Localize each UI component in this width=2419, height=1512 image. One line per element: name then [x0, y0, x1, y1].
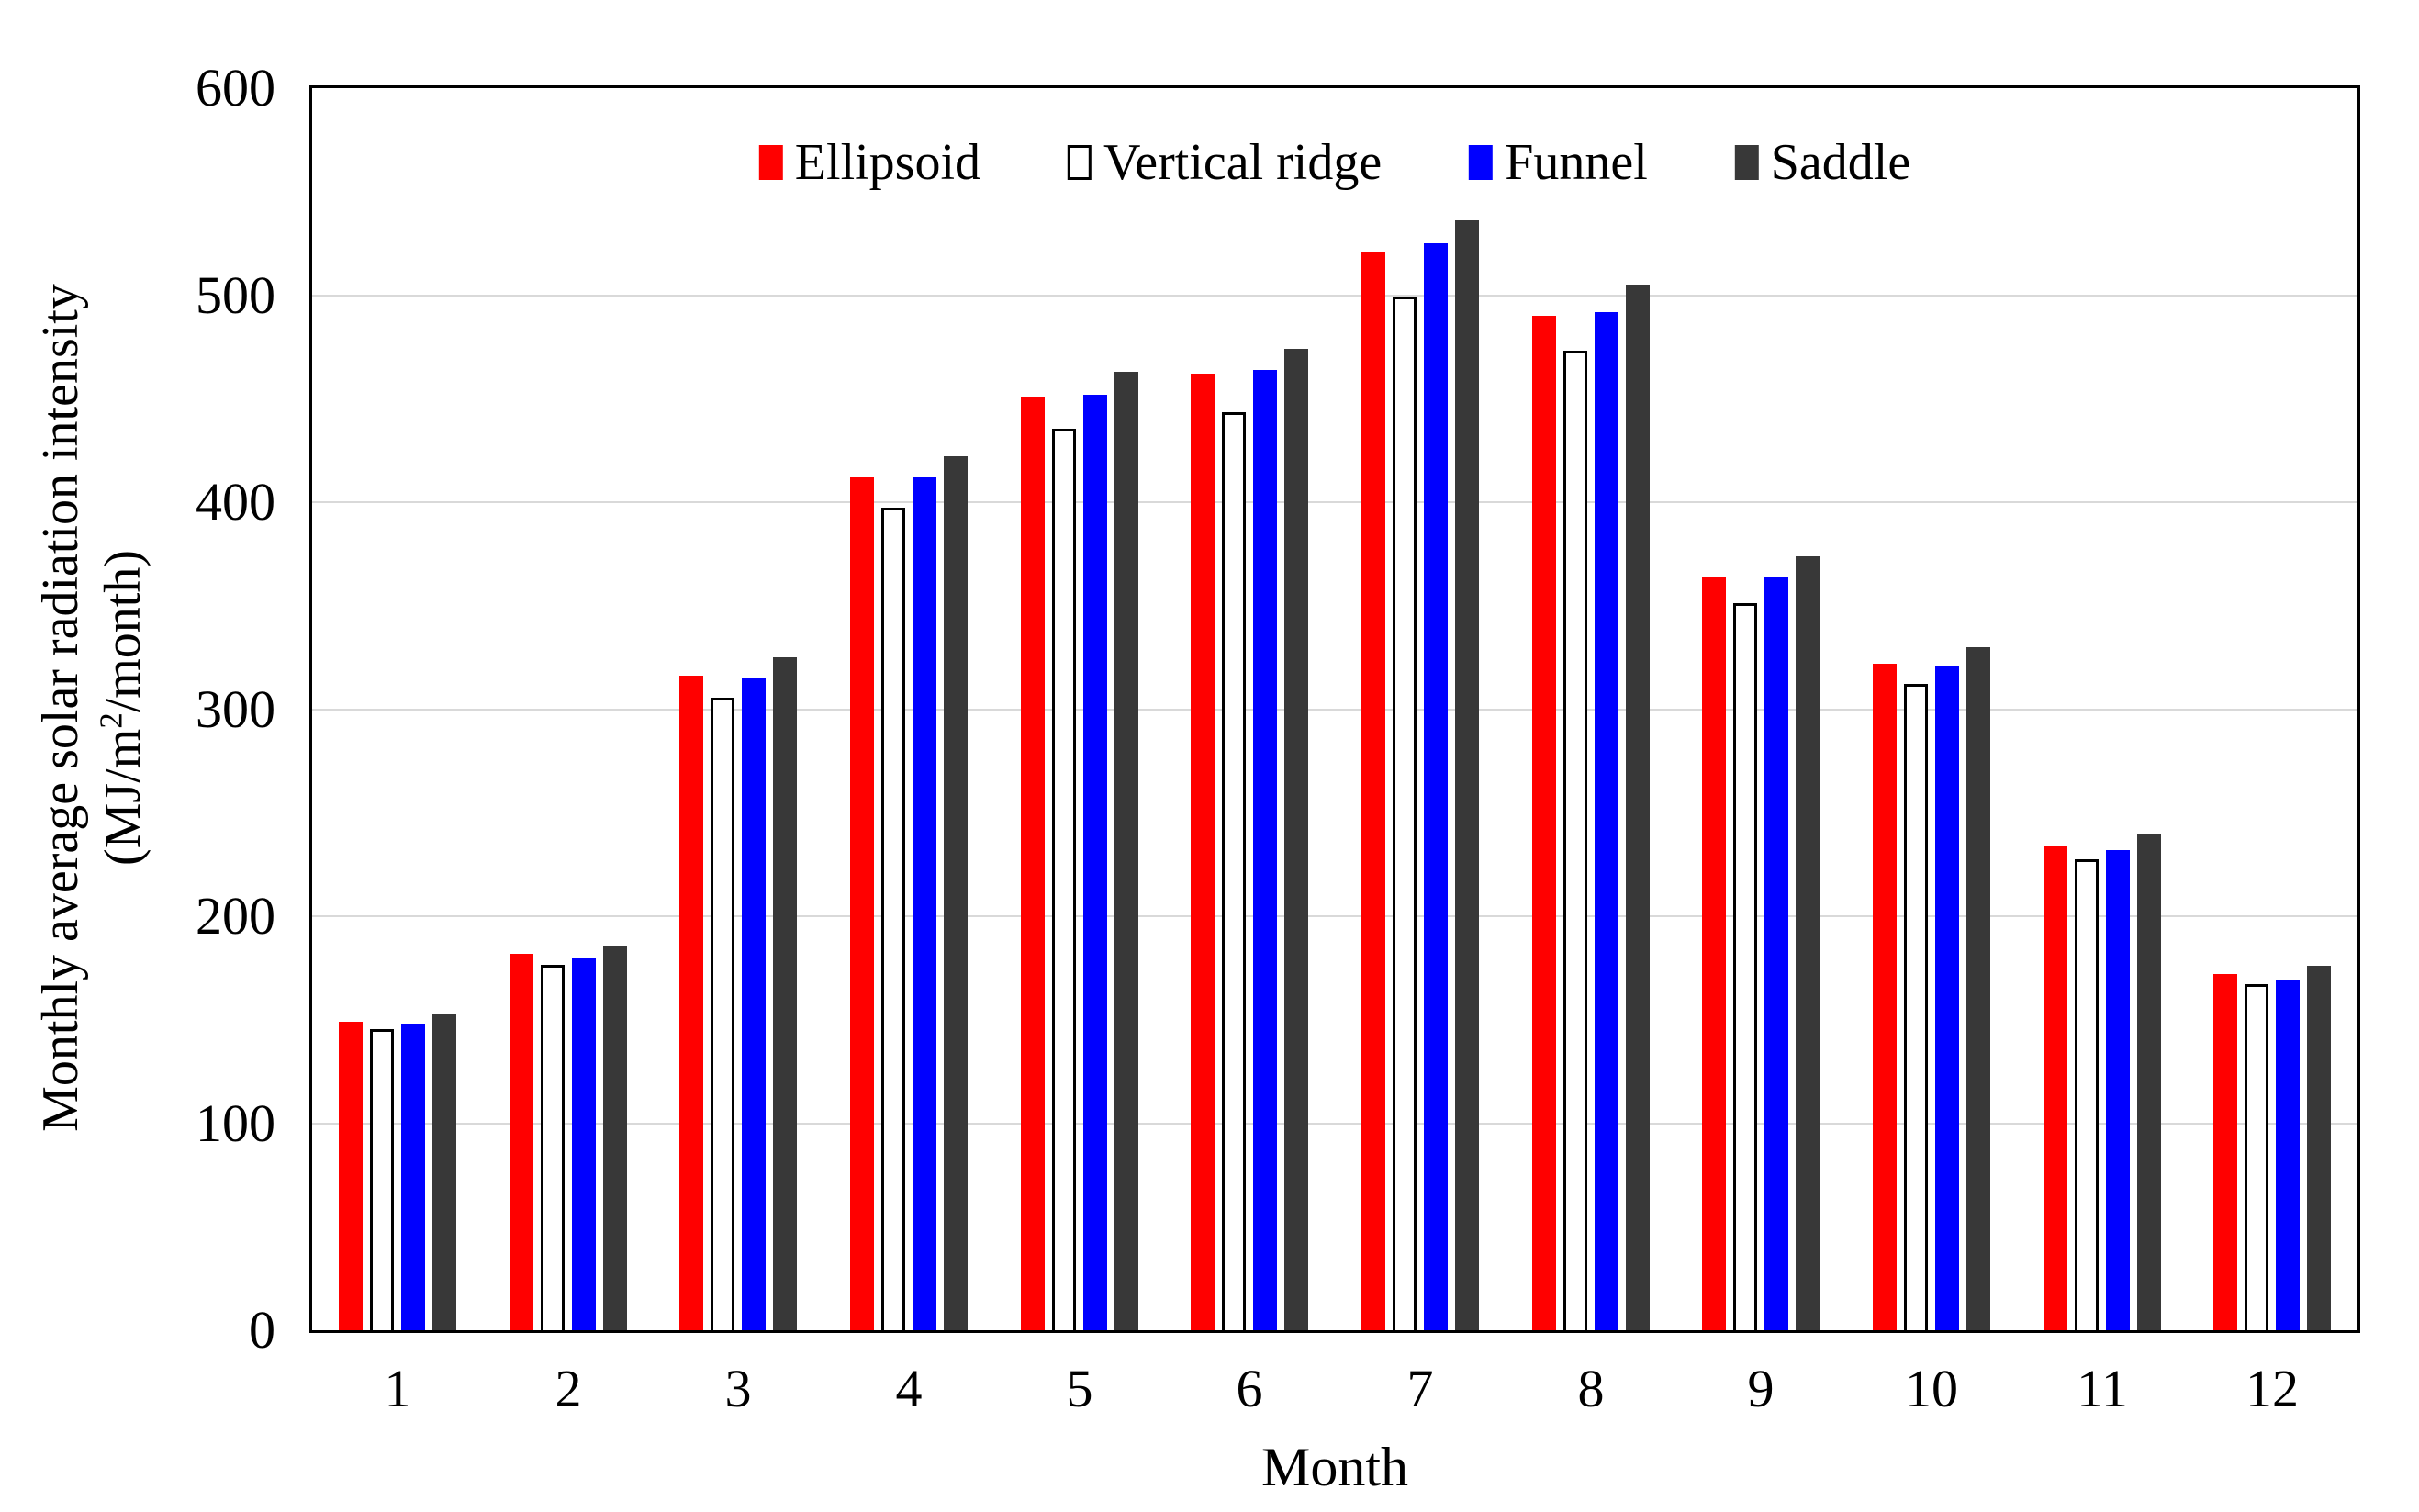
y-tick-label-100: 100 — [196, 1093, 275, 1153]
bar-saddle-month-10 — [1965, 647, 1990, 1330]
bar-saddle-month-8 — [1625, 285, 1650, 1330]
x-tick-label-5: 5 — [1066, 1359, 1093, 1418]
bar-funnel-month-12 — [2276, 980, 2301, 1330]
x-tick-label-1: 1 — [384, 1359, 411, 1418]
bar-saddle-month-11 — [2136, 834, 2161, 1330]
x-tick-label-12: 12 — [2245, 1359, 2299, 1418]
legend: Ellipsoid Vertical ridge Funnel Saddle — [758, 134, 1911, 191]
legend-label-vertical-ridge: Vertical ridge — [1103, 134, 1383, 191]
y-axis-units-prefix: (MJ/m — [95, 728, 151, 867]
bar-saddle-month-3 — [773, 657, 798, 1330]
x-tick-label-7: 7 — [1406, 1359, 1434, 1418]
x-tick-label-2: 2 — [554, 1359, 582, 1418]
legend-label-funnel: Funnel — [1505, 134, 1648, 191]
bar-ellipsoid-month-6 — [1191, 374, 1215, 1330]
bar-ellipsoid-month-12 — [2213, 974, 2238, 1330]
plot-area: Ellipsoid Vertical ridge Funnel Saddle — [309, 85, 2360, 1333]
bar-ellipsoid-month-2 — [509, 954, 533, 1330]
bar-vertical-ridge-month-4 — [880, 508, 905, 1330]
x-tick-label-9: 9 — [1747, 1359, 1775, 1418]
bar-ellipsoid-month-9 — [1702, 577, 1727, 1330]
bar-ellipsoid-month-5 — [1020, 397, 1045, 1330]
y-axis-title: Monthly average solar radiation intensit… — [32, 284, 89, 1132]
bar-funnel-month-10 — [1934, 666, 1959, 1330]
y-tick-label-500: 500 — [196, 265, 275, 325]
bar-vertical-ridge-month-5 — [1051, 429, 1076, 1330]
bar-ellipsoid-month-1 — [338, 1022, 363, 1330]
bar-funnel-month-9 — [1764, 577, 1789, 1330]
bar-vertical-ridge-month-2 — [540, 965, 565, 1330]
legend-swatch-ellipsoid — [758, 145, 783, 180]
bar-ellipsoid-month-7 — [1361, 252, 1385, 1330]
y-tick-label-600: 600 — [196, 58, 275, 118]
x-tick-label-4: 4 — [895, 1359, 923, 1418]
legend-label-saddle: Saddle — [1770, 134, 1911, 191]
bar-vertical-ridge-month-9 — [1733, 603, 1758, 1330]
x-axis-title: Month — [1260, 1437, 1409, 1497]
bar-ellipsoid-month-8 — [1531, 316, 1556, 1330]
bar-ellipsoid-month-4 — [849, 477, 874, 1330]
x-tick-label-3: 3 — [724, 1359, 752, 1418]
bar-ellipsoid-month-3 — [679, 676, 704, 1330]
bar-funnel-month-7 — [1423, 243, 1448, 1330]
bar-saddle-month-4 — [943, 456, 968, 1330]
y-tick-label-0: 0 — [249, 1300, 275, 1360]
bar-funnel-month-4 — [912, 477, 936, 1330]
bar-funnel-month-1 — [400, 1024, 425, 1330]
bar-funnel-month-6 — [1253, 370, 1278, 1330]
bar-saddle-month-1 — [431, 1014, 456, 1330]
legend-swatch-vertical-ridge — [1068, 145, 1092, 180]
gridline-200 — [312, 915, 2357, 917]
bar-ellipsoid-month-11 — [2043, 846, 2067, 1330]
x-tick-label-10: 10 — [1905, 1359, 1958, 1418]
x-tick-label-11: 11 — [2077, 1359, 2128, 1418]
bar-ellipsoid-month-10 — [1872, 664, 1897, 1330]
bar-vertical-ridge-month-10 — [1903, 684, 1928, 1330]
x-tick-label-8: 8 — [1577, 1359, 1605, 1418]
bar-vertical-ridge-month-7 — [1392, 297, 1417, 1330]
bar-saddle-month-9 — [1796, 556, 1820, 1330]
legend-item-ellipsoid: Ellipsoid — [758, 134, 981, 191]
bar-funnel-month-3 — [742, 678, 767, 1330]
bar-saddle-month-6 — [1284, 349, 1309, 1330]
bar-funnel-month-2 — [571, 958, 596, 1330]
bar-funnel-month-5 — [1082, 395, 1107, 1330]
bar-vertical-ridge-month-8 — [1562, 351, 1587, 1330]
y-tick-label-300: 300 — [196, 679, 275, 739]
gridline-500 — [312, 294, 2357, 297]
gridline-300 — [312, 708, 2357, 711]
legend-item-vertical-ridge: Vertical ridge — [1068, 134, 1382, 191]
bar-vertical-ridge-month-1 — [369, 1029, 394, 1330]
bar-saddle-month-5 — [1114, 372, 1138, 1330]
bar-vertical-ridge-month-6 — [1222, 412, 1247, 1330]
bar-vertical-ridge-month-11 — [2074, 859, 2099, 1330]
bar-saddle-month-2 — [602, 946, 627, 1330]
legend-item-saddle: Saddle — [1734, 134, 1911, 191]
legend-label-ellipsoid: Ellipsoid — [794, 134, 981, 191]
bar-saddle-month-12 — [2307, 966, 2332, 1330]
bar-funnel-month-11 — [2105, 850, 2130, 1330]
bar-vertical-ridge-month-3 — [711, 698, 735, 1330]
bar-funnel-month-8 — [1594, 312, 1618, 1330]
legend-swatch-funnel — [1469, 145, 1494, 180]
y-tick-label-200: 200 — [196, 886, 275, 946]
x-tick-label-6: 6 — [1236, 1359, 1263, 1418]
legend-swatch-saddle — [1734, 145, 1759, 180]
gridline-400 — [312, 501, 2357, 503]
bar-vertical-ridge-month-12 — [2245, 984, 2269, 1330]
gridline-100 — [312, 1122, 2357, 1125]
bar-saddle-month-7 — [1454, 220, 1479, 1330]
y-tick-label-400: 400 — [196, 472, 275, 532]
legend-item-funnel: Funnel — [1469, 134, 1648, 191]
